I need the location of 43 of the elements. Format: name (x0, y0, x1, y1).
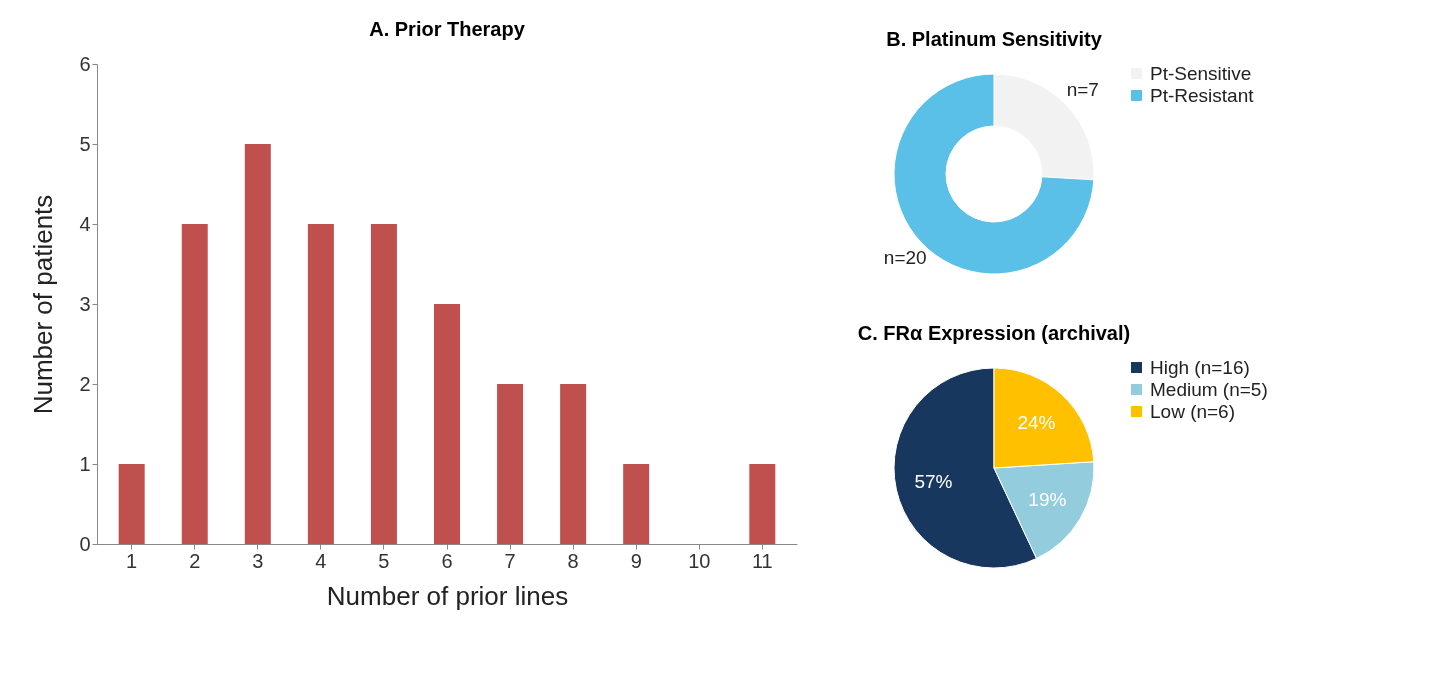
y-tick-label: 4 (79, 212, 91, 235)
chart-title: B. Platinum Sensitivity (886, 28, 1103, 50)
x-tick-label: 4 (315, 549, 327, 572)
x-tick-label: 10 (688, 549, 711, 572)
x-tick-label: 2 (189, 549, 201, 572)
y-axis-title: Number of patients (28, 194, 59, 415)
data-label: 24% (1017, 411, 1056, 433)
bar (244, 144, 271, 544)
y-tick-label: 5 (79, 132, 91, 155)
data-label: n=7 (1066, 79, 1099, 101)
x-tick-label: 5 (378, 549, 390, 572)
x-tick-label: 3 (252, 549, 264, 572)
legend-label: Medium (n=5) (1150, 378, 1268, 400)
y-tick-label: 6 (79, 52, 91, 75)
bar (181, 224, 208, 544)
x-tick-label: 6 (441, 549, 453, 572)
bar (434, 304, 460, 544)
bar (307, 224, 334, 544)
y-tick-label: 1 (79, 452, 91, 475)
data-label: 57% (914, 470, 953, 492)
bar (497, 384, 524, 544)
bar (623, 464, 650, 544)
x-axis-title: Number of prior lines (326, 580, 569, 611)
y-tick-label: 3 (79, 292, 91, 315)
chart-title: C. FRα Expression (archival) (857, 322, 1131, 344)
bar (370, 224, 397, 544)
bar (118, 464, 145, 544)
bar (560, 384, 587, 544)
y-tick-label: 0 (79, 532, 91, 555)
legend-label: Low (n=6) (1150, 400, 1236, 422)
x-tick-label: 1 (126, 549, 138, 572)
x-tick-label: 7 (504, 549, 516, 572)
x-tick-label: 11 (751, 549, 773, 572)
x-tick-label: 8 (567, 549, 579, 572)
legend-label: Pt-Resistant (1150, 84, 1255, 106)
data-label: 19% (1028, 488, 1067, 510)
chart-title: A. Prior Therapy (369, 18, 526, 40)
legend-label: High (n=16) (1150, 356, 1250, 378)
legend-label: Pt-Sensitive (1150, 62, 1252, 84)
data-label: n=20 (883, 246, 927, 268)
y-tick-label: 2 (79, 372, 91, 395)
bar (749, 464, 776, 544)
x-tick-label: 9 (630, 549, 642, 572)
